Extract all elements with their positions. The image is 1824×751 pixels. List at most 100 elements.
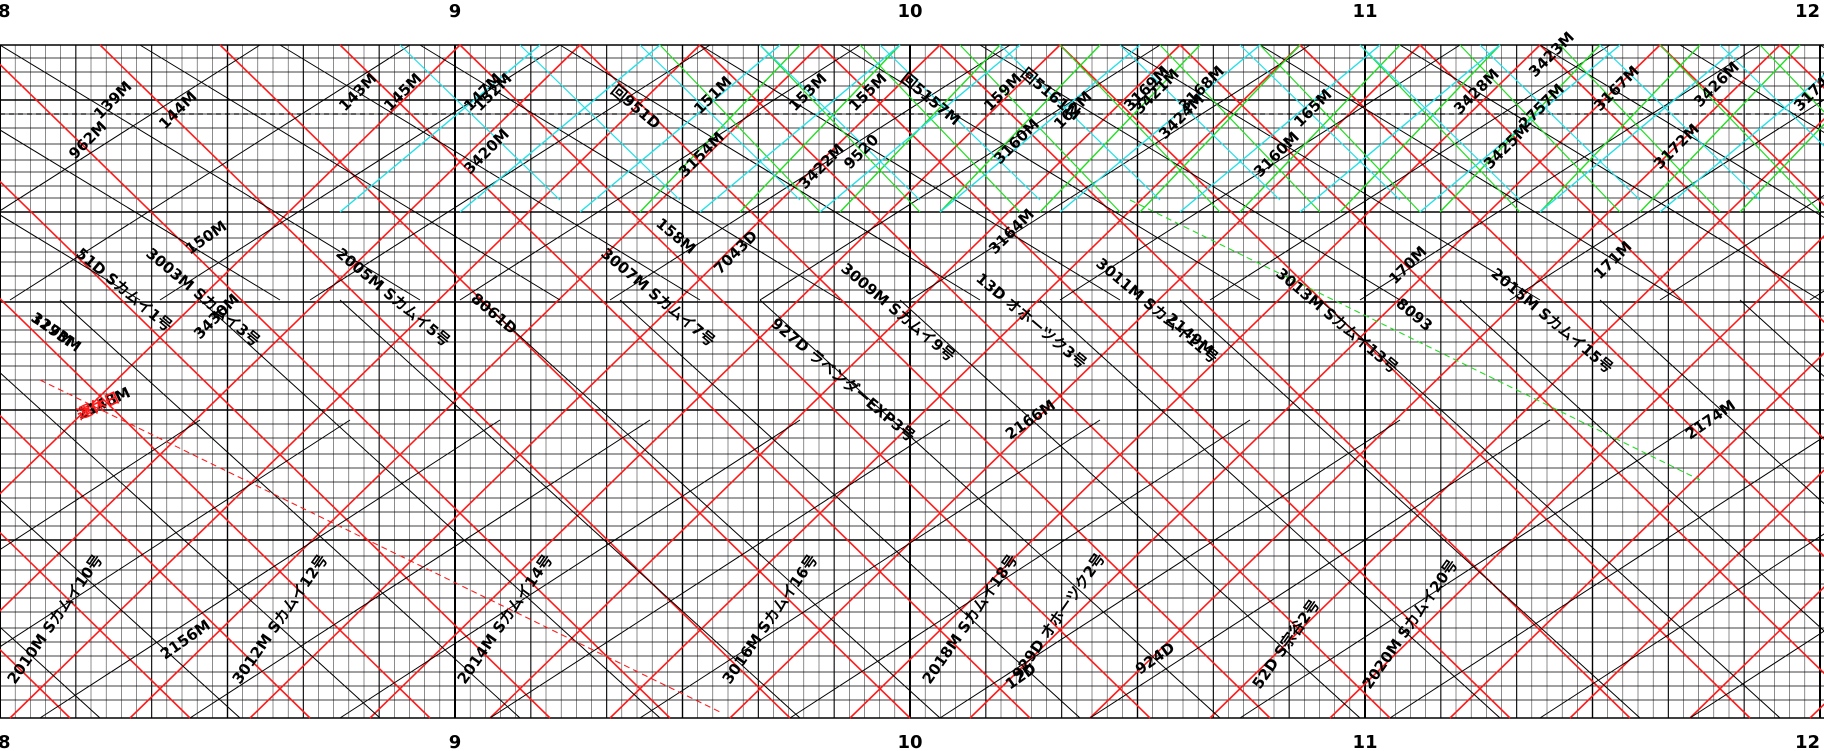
train-label: 165M bbox=[1290, 85, 1335, 130]
train-line bbox=[479, 299, 941, 719]
train-line bbox=[759, 44, 921, 213]
train-line bbox=[1359, 44, 1761, 301]
train-line bbox=[1059, 44, 1221, 213]
train-line bbox=[0, 372, 381, 719]
train-line bbox=[459, 44, 1151, 719]
train-line bbox=[1759, 44, 1824, 113]
train-line bbox=[969, 44, 1661, 719]
train-line bbox=[139, 44, 561, 301]
train-label: 144M bbox=[155, 87, 200, 132]
train-line bbox=[1159, 44, 1321, 213]
train-line bbox=[0, 63, 671, 719]
train-label: 145M bbox=[380, 69, 425, 114]
train-line bbox=[1299, 44, 1501, 213]
train-line bbox=[1209, 118, 1824, 719]
hour-label-top: 9 bbox=[449, 1, 462, 22]
train-line bbox=[939, 44, 1631, 719]
train-label: 2149M bbox=[1162, 309, 1217, 359]
train-label: 8061D bbox=[467, 289, 520, 338]
train-line bbox=[1139, 44, 1301, 213]
hour-label-bottom: 9 bbox=[449, 732, 462, 751]
train-line bbox=[739, 44, 901, 213]
train-line bbox=[1359, 44, 1521, 213]
train-line bbox=[249, 44, 941, 719]
train-line bbox=[1399, 44, 1821, 301]
train-line bbox=[1689, 630, 1824, 719]
train-line bbox=[0, 419, 201, 551]
train-line bbox=[1259, 44, 1421, 213]
train-line bbox=[1089, 44, 1781, 719]
train-line bbox=[699, 44, 901, 213]
train-line bbox=[1059, 44, 1261, 213]
train-line bbox=[1599, 44, 1761, 201]
train-line bbox=[1659, 44, 1824, 207]
train-line bbox=[1459, 44, 1621, 213]
train-label: 962M bbox=[65, 117, 110, 162]
train-line bbox=[1539, 44, 1741, 213]
train-line bbox=[619, 299, 1081, 719]
train-line bbox=[1689, 586, 1824, 719]
train-line bbox=[339, 419, 801, 719]
train-line bbox=[1339, 44, 1501, 213]
train-line bbox=[1449, 352, 1824, 719]
train-label: 2014M Sカムイ14号 bbox=[454, 551, 557, 687]
train-line bbox=[0, 129, 281, 301]
train-line bbox=[1119, 44, 1541, 301]
train-line bbox=[1419, 44, 1621, 213]
train-line bbox=[0, 214, 141, 301]
train-line bbox=[339, 299, 801, 719]
train-label: 3423M bbox=[1525, 28, 1578, 81]
hour-label-top: 11 bbox=[1352, 1, 1377, 22]
train-line bbox=[199, 299, 661, 719]
train-line bbox=[579, 44, 1271, 719]
train-line bbox=[859, 44, 1021, 213]
train-line bbox=[0, 44, 461, 495]
train-line bbox=[279, 44, 701, 301]
train-label: 143M bbox=[335, 69, 380, 114]
train-line bbox=[939, 44, 1141, 213]
train-line bbox=[1599, 299, 1824, 505]
train-line bbox=[9, 44, 411, 301]
train-line bbox=[1239, 44, 1401, 213]
train-line bbox=[609, 44, 1011, 301]
train-line bbox=[1739, 123, 1824, 213]
train-line bbox=[559, 44, 981, 301]
hour-label-bottom: 8 bbox=[0, 732, 11, 751]
train-label: 3422M bbox=[795, 140, 848, 193]
train-line bbox=[1059, 44, 1751, 719]
train-label: 2018M Sカムイ18号 bbox=[919, 551, 1022, 687]
train-line bbox=[489, 419, 951, 719]
train-line bbox=[0, 626, 101, 719]
train-line bbox=[759, 44, 1161, 301]
train-line bbox=[1059, 44, 1461, 301]
train-line bbox=[1239, 44, 1401, 201]
train-line bbox=[459, 44, 661, 213]
train-line bbox=[0, 297, 431, 719]
train-line bbox=[1659, 44, 1821, 213]
train-line bbox=[339, 44, 1031, 719]
train-line bbox=[579, 44, 781, 213]
train-line bbox=[489, 44, 1181, 719]
train-line bbox=[189, 419, 651, 719]
train-line bbox=[1089, 419, 1551, 719]
train-line bbox=[759, 44, 921, 201]
train-line bbox=[1319, 299, 1781, 719]
train-label: 3167M bbox=[1590, 62, 1643, 115]
train-line bbox=[1719, 44, 1824, 147]
train-line bbox=[1639, 44, 1801, 213]
train-line bbox=[1039, 299, 1501, 719]
train-line bbox=[1539, 533, 1824, 719]
train-label: 158M bbox=[652, 214, 699, 258]
hour-labels-bottom: 8 9 10 11 12 bbox=[0, 732, 1820, 751]
train-line bbox=[1129, 199, 1701, 481]
train-line bbox=[0, 531, 191, 719]
hour-labels-top: 8 9 10 11 12 bbox=[0, 1, 1820, 22]
train-line bbox=[699, 44, 1121, 301]
train-line bbox=[1329, 235, 1824, 719]
train-label: 52D S宗谷2号 bbox=[1249, 596, 1324, 692]
train-line bbox=[609, 44, 1301, 719]
train-line bbox=[839, 44, 1261, 301]
train-line bbox=[59, 299, 521, 719]
train-line bbox=[129, 44, 821, 719]
